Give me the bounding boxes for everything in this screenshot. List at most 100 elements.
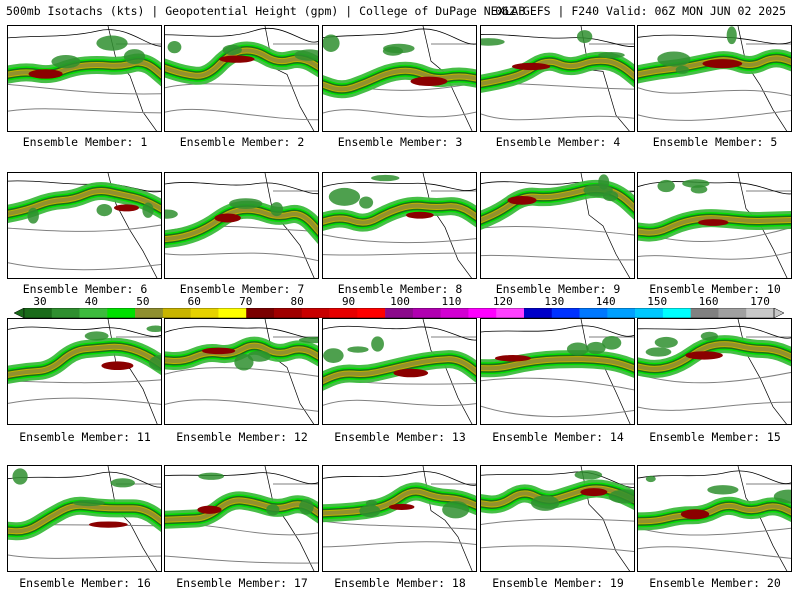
coastline — [737, 466, 788, 571]
colorbar-segment — [79, 308, 108, 318]
colorbar-tick-label: 150 — [647, 295, 668, 308]
colorbar-segment — [746, 308, 775, 318]
isotach-map — [8, 319, 161, 424]
colorbar-segment — [718, 308, 747, 318]
isotach-patch — [645, 475, 656, 483]
isotach-patch — [598, 51, 625, 59]
isotach-map — [323, 319, 476, 424]
ensemble-map-panel — [164, 465, 319, 572]
isotach-map — [165, 319, 318, 424]
ensemble-map-panel — [164, 25, 319, 132]
colorbar-segment — [162, 308, 191, 318]
ensemble-member-label: Ensemble Member: 12 — [176, 430, 308, 444]
colorbar-tick-label: 40 — [84, 295, 99, 308]
colorbar-tick-label: 70 — [239, 295, 253, 308]
isotach-patch — [347, 346, 369, 353]
jet-isotach-band — [638, 503, 791, 524]
coastline — [638, 34, 791, 45]
ensemble-member-label: Ensemble Member: 7 — [179, 282, 305, 296]
jet-isotach-band — [323, 357, 476, 384]
isotach-patch — [576, 30, 593, 43]
height-contour — [8, 397, 161, 405]
isotach-patch — [229, 198, 263, 209]
jet-isotach-band — [481, 186, 634, 223]
coastline — [481, 33, 634, 47]
colorbar-arrow-right — [773, 308, 784, 318]
jet-isotach-band — [323, 203, 476, 225]
jet-core — [197, 505, 222, 514]
isotach-patch — [323, 34, 340, 52]
isotach-map — [638, 319, 791, 424]
coastline — [264, 26, 315, 131]
isotach-patch — [700, 331, 719, 341]
height-contour — [8, 554, 161, 559]
ensemble-member-label: Ensemble Member: 15 — [649, 430, 781, 444]
height-contour — [165, 367, 318, 377]
isotach-map — [8, 466, 161, 571]
jet-core — [410, 76, 448, 86]
isotach-patch — [481, 38, 505, 46]
colorbar-tick-label: 110 — [441, 295, 462, 308]
height-contour — [481, 113, 634, 121]
colorbar-segment — [412, 308, 441, 318]
jet-core — [113, 204, 140, 212]
isotach-patch — [574, 470, 603, 480]
isotach-map — [8, 173, 161, 278]
colorbar-tick-label: 160 — [698, 295, 719, 308]
colorbar-tick-label: 140 — [595, 295, 616, 308]
ensemble-map-panel — [7, 172, 162, 279]
jet-core — [580, 488, 608, 497]
ensemble-member-label: Ensemble Member: 18 — [334, 576, 466, 590]
colorbar-segment — [551, 308, 580, 318]
isotach-map — [323, 466, 476, 571]
isotach-patch — [657, 51, 691, 67]
isotach-patch — [12, 468, 28, 485]
colorbar-segment — [51, 308, 80, 318]
header: 500mb Isotachs (kts) | Geopotential Heig… — [0, 0, 800, 22]
height-contour — [165, 399, 318, 412]
ensemble-member-label: Ensemble Member: 4 — [495, 135, 621, 149]
height-contour — [481, 518, 634, 526]
isotach-map — [638, 26, 791, 131]
jet-isotach-band — [8, 188, 161, 216]
colorbar-segment — [107, 308, 136, 318]
ensemble-map-panel — [637, 318, 792, 425]
ensemble-member-label: Ensemble Member: 3 — [337, 135, 463, 149]
coastline — [638, 470, 791, 484]
isotach-patch — [359, 196, 374, 209]
height-contour — [638, 527, 791, 536]
isotach-map — [481, 173, 634, 278]
isotach-patch — [294, 49, 318, 61]
height-contour — [638, 110, 791, 121]
isotach-patch — [726, 26, 737, 45]
colorbar-segment — [468, 308, 497, 318]
coastline — [422, 173, 472, 278]
jet-isotach-band — [323, 489, 476, 516]
isotach-map — [8, 26, 161, 131]
height-contour — [323, 252, 476, 256]
colorbar-arrow-left — [14, 308, 25, 318]
height-contour — [8, 108, 161, 114]
colorbar-segment — [246, 308, 275, 318]
coastline — [422, 466, 473, 571]
isotach-patch — [110, 478, 135, 488]
isotach-patch — [707, 485, 739, 495]
isotach-patch — [773, 489, 791, 504]
isotach-patch — [359, 504, 381, 518]
ensemble-map-panel — [7, 318, 162, 425]
ensemble-map-panel — [480, 465, 635, 572]
jet-core — [702, 59, 743, 69]
height-contour — [165, 555, 318, 564]
isotach-patch — [657, 179, 675, 193]
jet-isotach-band — [481, 58, 634, 86]
ensemble-map-panel — [637, 25, 792, 132]
colorbar-segment — [385, 308, 414, 318]
ensemble-map-panel — [480, 172, 635, 279]
colorbar-segment — [135, 308, 164, 318]
isotach-map — [481, 319, 634, 424]
colorbar-segment — [635, 308, 664, 318]
height-contour — [323, 109, 476, 118]
isotach-map — [481, 26, 634, 131]
ensemble-map-panel — [480, 25, 635, 132]
height-contour — [638, 546, 791, 559]
